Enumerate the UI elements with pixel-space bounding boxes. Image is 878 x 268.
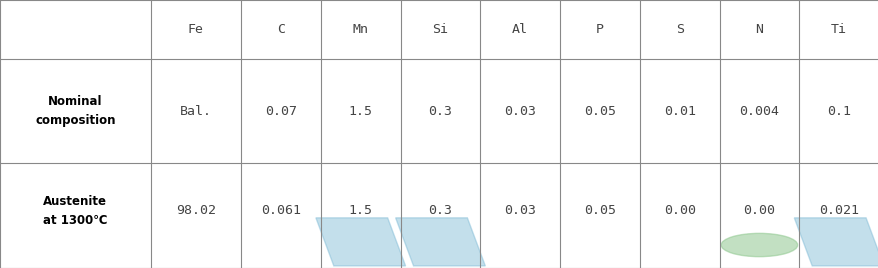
Bar (400, 163, 479, 268)
Bar (0, 0, 150, 59)
Text: 0.05: 0.05 (583, 204, 615, 217)
Bar (479, 0, 559, 59)
Bar (241, 0, 320, 59)
Text: N: N (754, 23, 762, 36)
Text: Bal.: Bal. (180, 105, 212, 118)
Polygon shape (794, 218, 878, 266)
Text: 0.004: 0.004 (738, 105, 779, 118)
Text: Fe: Fe (188, 23, 204, 36)
Bar (639, 59, 719, 163)
Bar (639, 163, 719, 268)
Bar (798, 163, 878, 268)
Bar (719, 163, 798, 268)
Text: 0.00: 0.00 (663, 204, 694, 217)
Text: Ti: Ti (831, 23, 846, 36)
Bar (559, 59, 639, 163)
Bar (559, 0, 639, 59)
Bar (150, 0, 241, 59)
Bar (639, 0, 719, 59)
Text: 1.5: 1.5 (349, 204, 372, 217)
Bar (479, 59, 559, 163)
Text: 0.3: 0.3 (428, 204, 452, 217)
Bar (150, 59, 241, 163)
Text: Si: Si (432, 23, 448, 36)
Text: 0.00: 0.00 (743, 204, 774, 217)
Text: 0.03: 0.03 (504, 105, 536, 118)
Text: 0.05: 0.05 (583, 105, 615, 118)
Bar (559, 163, 639, 268)
Polygon shape (395, 218, 485, 266)
Text: 0.3: 0.3 (428, 105, 452, 118)
Bar (798, 0, 878, 59)
Bar (241, 163, 320, 268)
Text: S: S (675, 23, 683, 36)
Polygon shape (315, 218, 405, 266)
Text: 0.07: 0.07 (264, 105, 297, 118)
Text: Nominal
composition: Nominal composition (35, 95, 116, 127)
Bar (320, 0, 400, 59)
Bar (479, 163, 559, 268)
Text: 98.02: 98.02 (176, 204, 216, 217)
Bar (0, 163, 150, 268)
Text: 0.1: 0.1 (826, 105, 850, 118)
Bar (241, 59, 320, 163)
Text: Mn: Mn (352, 23, 368, 36)
Text: 0.021: 0.021 (818, 204, 858, 217)
Bar (0, 59, 150, 163)
Text: 0.03: 0.03 (504, 204, 536, 217)
Bar (798, 59, 878, 163)
Bar (719, 0, 798, 59)
Text: Austenite
at 1300℃: Austenite at 1300℃ (43, 195, 107, 226)
Text: C: C (277, 23, 284, 36)
Text: 1.5: 1.5 (349, 105, 372, 118)
Text: 0.01: 0.01 (663, 105, 694, 118)
Bar (400, 0, 479, 59)
Bar (150, 163, 241, 268)
Text: P: P (595, 23, 603, 36)
Bar (320, 59, 400, 163)
Text: 0.061: 0.061 (261, 204, 300, 217)
Bar (400, 59, 479, 163)
Bar (320, 163, 400, 268)
Bar (719, 59, 798, 163)
Text: Al: Al (512, 23, 528, 36)
Circle shape (720, 233, 796, 257)
